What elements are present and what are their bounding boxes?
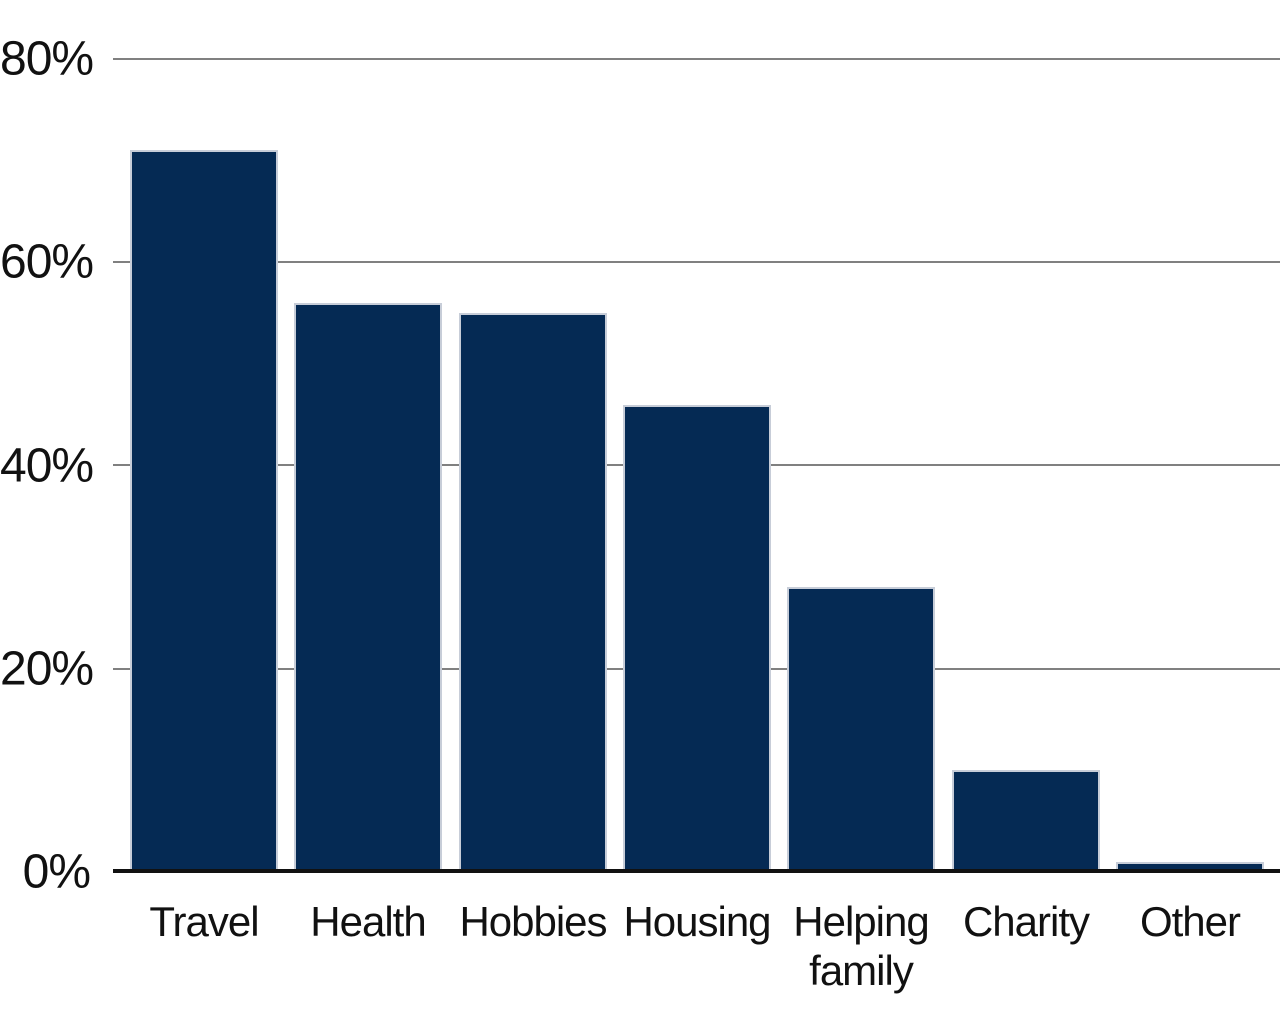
y-tick-label-40: 40% [0, 439, 94, 493]
category-label-charity: Charity [962, 898, 1090, 945]
category-label-housing: Housing [623, 898, 771, 945]
category-label-travel: Travel [149, 898, 259, 945]
bar-travel [130, 150, 278, 872]
gridline-60 [113, 261, 1280, 263]
bar-other [1116, 862, 1264, 872]
x-axis-line [113, 869, 1280, 873]
category-label-hobbies: Hobbies [459, 898, 607, 945]
plot-area [113, 0, 1280, 873]
bar-helping-family [787, 587, 935, 872]
y-tick-label-80: 80% [0, 32, 94, 86]
category-label-other: Other [1139, 898, 1241, 945]
bar-health [294, 303, 442, 872]
y-tick-label-60: 60% [0, 235, 94, 289]
category-label-health: Health [310, 898, 426, 945]
gridline-80 [113, 58, 1280, 60]
category-label-helping-family: Helping family [793, 898, 929, 994]
y-tick-label-20: 20% [0, 642, 94, 696]
bar-hobbies [459, 313, 607, 872]
bar-charity [952, 770, 1100, 872]
bar-housing [623, 405, 771, 872]
y-tick-label-0: 0% [22, 845, 91, 899]
